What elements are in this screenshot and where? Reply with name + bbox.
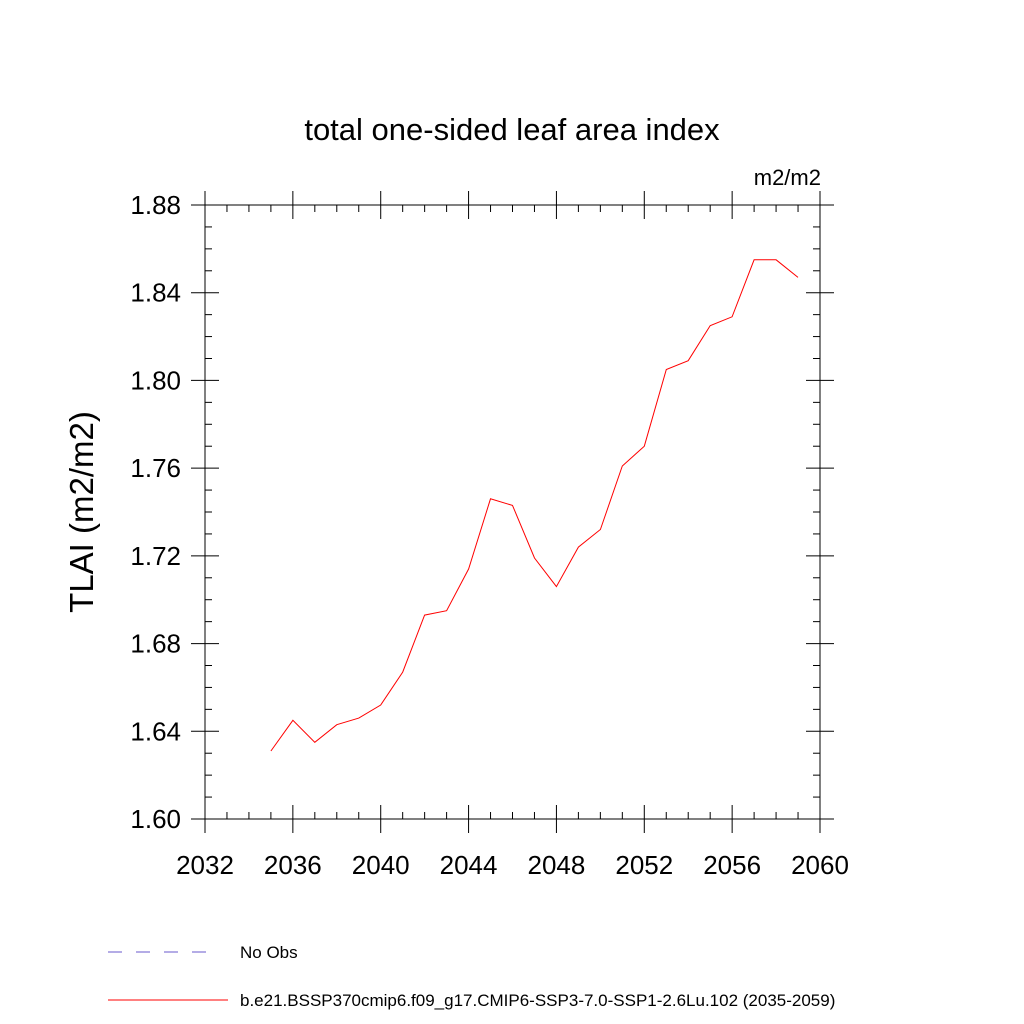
y-tick-label: 1.88	[130, 190, 181, 220]
series-layer	[270, 259, 799, 752]
x-tick-label: 2052	[615, 850, 673, 880]
y-tick-label: 1.84	[130, 278, 181, 308]
y-ticks: 1.60 1.64 1.68 1.72 1.76 1.80 1.84 1.88	[130, 190, 834, 834]
x-tick-label: 2060	[791, 850, 849, 880]
y-tick-label: 1.60	[130, 804, 181, 834]
chart-title: total one-sided leaf area index	[304, 112, 720, 147]
y-tick-label: 1.80	[130, 365, 181, 395]
y-tick-label: 1.68	[130, 629, 181, 659]
legend-label-no-obs: No Obs	[240, 943, 298, 962]
plot-frame	[204, 204, 821, 820]
y-axis-label: TLAI (m2/m2)	[63, 411, 100, 613]
units-label: m2/m2	[754, 165, 821, 190]
x-tick-label: 2056	[703, 850, 761, 880]
x-tick-label: 2048	[528, 850, 586, 880]
y-tick-label: 1.64	[130, 716, 181, 746]
x-tick-label: 2040	[352, 850, 410, 880]
y-tick-label: 1.72	[130, 541, 181, 571]
legend-label-model: b.e21.BSSP370cmip6.f09_g17.CMIP6-SSP3-7.…	[240, 991, 835, 1010]
axes	[204, 204, 821, 820]
y-tick-label: 1.76	[130, 453, 181, 483]
series-line	[270, 259, 799, 752]
x-tick-label: 2044	[440, 850, 498, 880]
x-tick-label: 2036	[264, 850, 322, 880]
legend: No Obs b.e21.BSSP370cmip6.f09_g17.CMIP6-…	[108, 943, 835, 1010]
x-ticks: 2032 2036 2040 2044 2048 2052 2056 2060	[176, 191, 849, 880]
x-tick-label: 2032	[176, 850, 234, 880]
